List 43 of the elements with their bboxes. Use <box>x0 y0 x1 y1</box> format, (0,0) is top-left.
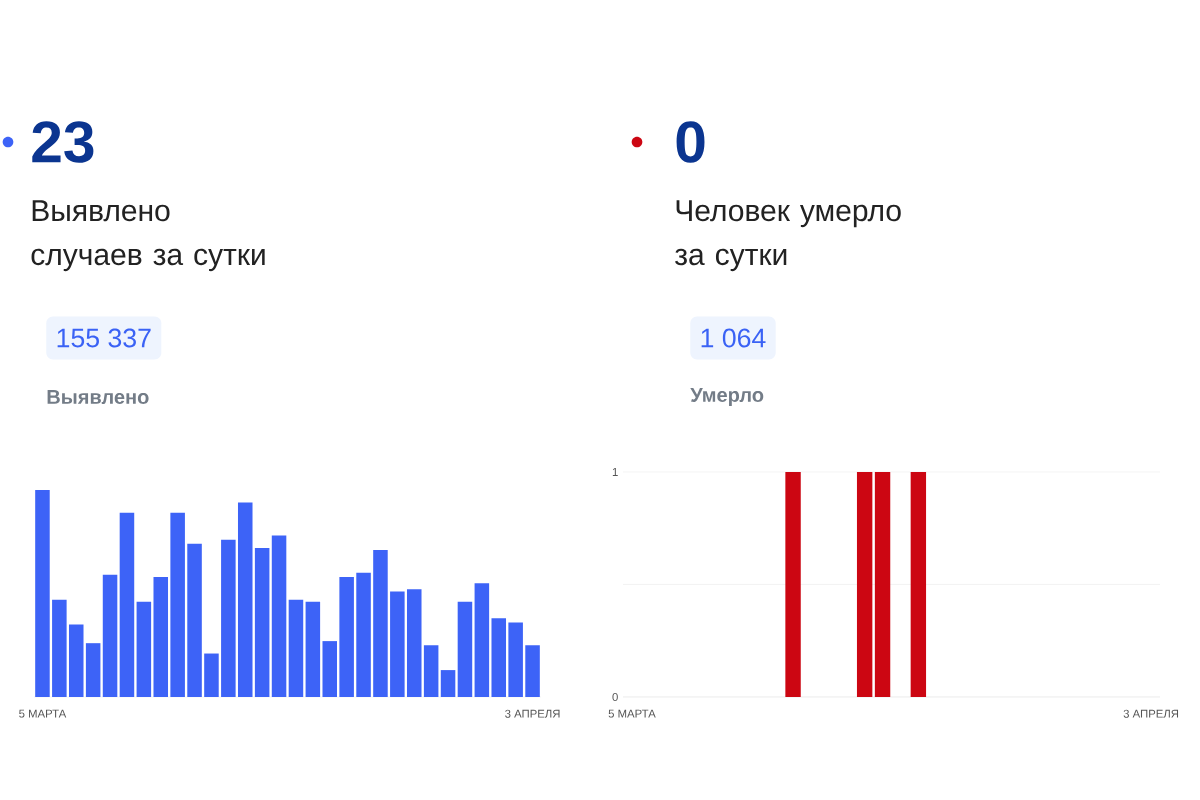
bar <box>153 576 169 697</box>
text: Умерло <box>690 388 764 406</box>
bar <box>288 599 304 697</box>
bar <box>221 539 236 697</box>
bar <box>525 645 540 697</box>
x-tick-label: 3 АПРЕЛЯ <box>1123 709 1179 718</box>
chart-subtitle: Выявлено случаев за сутки <box>31 200 265 272</box>
bar <box>423 645 439 697</box>
bar <box>102 574 118 697</box>
bar <box>35 490 50 697</box>
bar <box>68 624 84 697</box>
chart-title: 23 <box>32 121 94 163</box>
bar <box>322 641 338 697</box>
text: 155 337 <box>57 328 151 348</box>
bar <box>237 502 253 697</box>
bar <box>440 670 456 697</box>
bar <box>356 572 371 697</box>
bar <box>271 535 287 697</box>
bar <box>305 601 321 697</box>
x-tick-label: 3 АПРЕЛЯ <box>505 709 560 718</box>
bar <box>170 512 185 697</box>
bar <box>119 512 135 697</box>
bar <box>52 599 67 697</box>
bar <box>339 576 354 697</box>
bar <box>406 589 422 697</box>
y-tick-label: 1 <box>612 468 618 476</box>
bar <box>457 601 473 697</box>
x-tick-label: 5 МАРТА <box>19 709 67 718</box>
text: Выявлено <box>47 390 149 404</box>
chart-title: 0 <box>676 121 705 163</box>
text: 1 064 <box>701 328 766 348</box>
bar <box>187 543 202 697</box>
bar <box>508 622 523 697</box>
bar <box>136 601 152 697</box>
chart-subtitle: Человек умерло за сутки <box>674 200 901 272</box>
bar <box>373 550 388 697</box>
bar <box>474 583 490 697</box>
bar <box>491 618 507 697</box>
bar <box>390 591 405 697</box>
bar <box>85 643 101 697</box>
bar <box>204 653 219 697</box>
x-tick-label: 5 МАРТА <box>608 709 656 718</box>
bar <box>254 547 270 697</box>
